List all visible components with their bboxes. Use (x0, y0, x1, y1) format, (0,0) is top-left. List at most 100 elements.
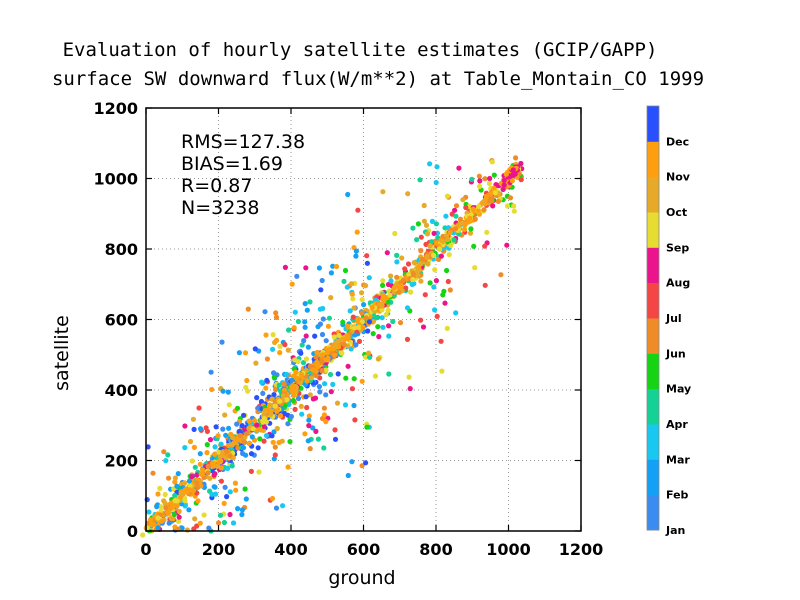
scatter-point (335, 338, 341, 344)
scatter-point (443, 213, 449, 219)
scatter-point (384, 250, 390, 256)
scatter-point (246, 418, 252, 424)
scatter-point (258, 398, 264, 405)
scatter-point (444, 267, 450, 274)
scatter-point (230, 435, 236, 441)
scatter-point (189, 473, 195, 480)
colorbar-frame (646, 105, 660, 531)
scatter-point (155, 525, 161, 531)
scatter-point (211, 484, 217, 490)
scatter-point (277, 350, 283, 356)
scatter-point (359, 297, 365, 303)
scatter-point (406, 374, 412, 380)
scatter-point (272, 452, 278, 458)
scatter-point (328, 389, 334, 395)
scatter-point (227, 489, 233, 495)
scatter-point (418, 234, 424, 240)
scatter-point (161, 449, 167, 455)
scatter-point (217, 453, 223, 460)
scatter-point (224, 494, 230, 500)
scatter-point (303, 333, 309, 339)
scatter-point (326, 315, 332, 321)
colorbar-swatch-sep (647, 212, 659, 248)
scatter-point (451, 237, 457, 243)
scatter-point (308, 375, 314, 381)
scatter-point (305, 344, 311, 350)
scatter-point (229, 463, 235, 469)
y-tick-label: 200 (105, 452, 138, 471)
scatter-point (355, 207, 361, 213)
scatter-point (437, 246, 443, 252)
scatter-point (257, 436, 263, 442)
scatter-point (290, 397, 296, 404)
scatter-point (350, 314, 356, 320)
scatter-point (272, 403, 278, 409)
colorbar-swatch-dec (647, 106, 659, 142)
scatter-point (195, 484, 201, 490)
scatter-point (295, 318, 301, 325)
scatter-point (179, 525, 185, 531)
scatter-point (300, 360, 307, 366)
scatter-point (334, 400, 341, 406)
scatter-point (482, 243, 488, 249)
scatter-point (226, 425, 232, 431)
scatter-point (376, 334, 382, 340)
scatter-point (438, 338, 444, 344)
scatter-point (174, 483, 180, 489)
scatter-point (304, 378, 310, 384)
colorbar-label-may: May (666, 383, 691, 396)
scatter-point (182, 445, 188, 451)
scatter-point (378, 301, 384, 307)
scatter-point (204, 450, 210, 456)
colorbar-swatch-nov (647, 141, 659, 178)
scatter-point (236, 350, 242, 356)
scatter-point (255, 445, 261, 451)
scatter-point (518, 177, 524, 183)
scatter-point (444, 325, 450, 331)
scatter-point (504, 242, 510, 248)
scatter-point (492, 190, 498, 196)
scatter-point (261, 423, 267, 430)
scatter-point (233, 487, 239, 493)
scatter-point (165, 452, 171, 458)
scatter-point (477, 178, 483, 184)
scatter-point (158, 508, 164, 514)
scatter-point (440, 238, 446, 245)
scatter-point (433, 179, 439, 186)
scatter-point (170, 504, 176, 510)
scatter-point (293, 369, 299, 375)
scatter-point (405, 191, 411, 197)
x-tick-label: 1000 (486, 540, 531, 559)
scatter-point (391, 285, 397, 291)
scatter-point (403, 285, 409, 291)
scatter-points (140, 155, 525, 538)
scatter-point (159, 518, 165, 524)
scatter-point (290, 389, 296, 395)
scatter-point (372, 373, 379, 379)
scatter-point (369, 304, 375, 310)
scatter-point (424, 231, 431, 237)
colorbar-label-jan: Jan (665, 524, 685, 537)
scatter-point (306, 417, 312, 423)
scatter-point (421, 218, 427, 224)
scatter-point (312, 395, 319, 401)
scatter-point (146, 509, 152, 515)
scatter-point (205, 470, 211, 476)
scatter-point (299, 342, 305, 348)
scatter-point (483, 193, 489, 200)
scatter-point (269, 495, 276, 502)
scatter-point (273, 505, 280, 511)
scatter-point (386, 333, 392, 339)
scatter-point (242, 350, 249, 356)
scatter-point (237, 432, 243, 439)
scatter-point (438, 253, 444, 259)
scatter-point (176, 514, 182, 520)
scatter-point (504, 203, 511, 209)
scatter-point (475, 207, 481, 214)
scatter-point (222, 484, 228, 490)
scatter-point (277, 398, 283, 404)
scatter-point (491, 172, 497, 178)
scatter-point (307, 299, 313, 305)
scatter-point (244, 431, 250, 437)
scatter-point (487, 175, 493, 182)
